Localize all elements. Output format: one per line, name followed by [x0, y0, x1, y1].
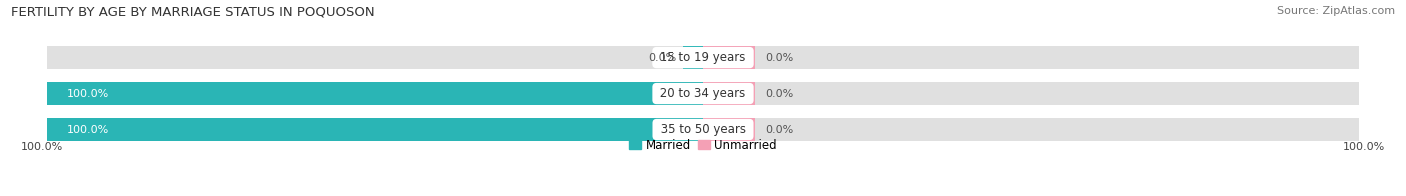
Bar: [46, 118, 1360, 141]
Text: Source: ZipAtlas.com: Source: ZipAtlas.com: [1277, 6, 1395, 16]
Text: 15 to 19 years: 15 to 19 years: [657, 51, 749, 64]
Bar: [683, 46, 703, 69]
Bar: [46, 82, 1360, 105]
Text: 0.0%: 0.0%: [765, 89, 793, 99]
Bar: [703, 82, 755, 105]
Text: 35 to 50 years: 35 to 50 years: [657, 123, 749, 136]
Legend: Married, Unmarried: Married, Unmarried: [624, 134, 782, 156]
Bar: [703, 118, 755, 141]
Text: 100.0%: 100.0%: [1343, 142, 1385, 152]
Text: 100.0%: 100.0%: [66, 124, 108, 134]
Bar: [46, 118, 703, 141]
Text: 0.0%: 0.0%: [648, 53, 676, 63]
Text: 20 to 34 years: 20 to 34 years: [657, 87, 749, 100]
Text: 100.0%: 100.0%: [66, 89, 108, 99]
Bar: [46, 46, 1360, 69]
Text: 0.0%: 0.0%: [765, 53, 793, 63]
Bar: [46, 82, 703, 105]
Text: 100.0%: 100.0%: [21, 142, 63, 152]
Text: FERTILITY BY AGE BY MARRIAGE STATUS IN POQUOSON: FERTILITY BY AGE BY MARRIAGE STATUS IN P…: [11, 6, 375, 19]
Bar: [703, 46, 755, 69]
Text: 0.0%: 0.0%: [765, 124, 793, 134]
